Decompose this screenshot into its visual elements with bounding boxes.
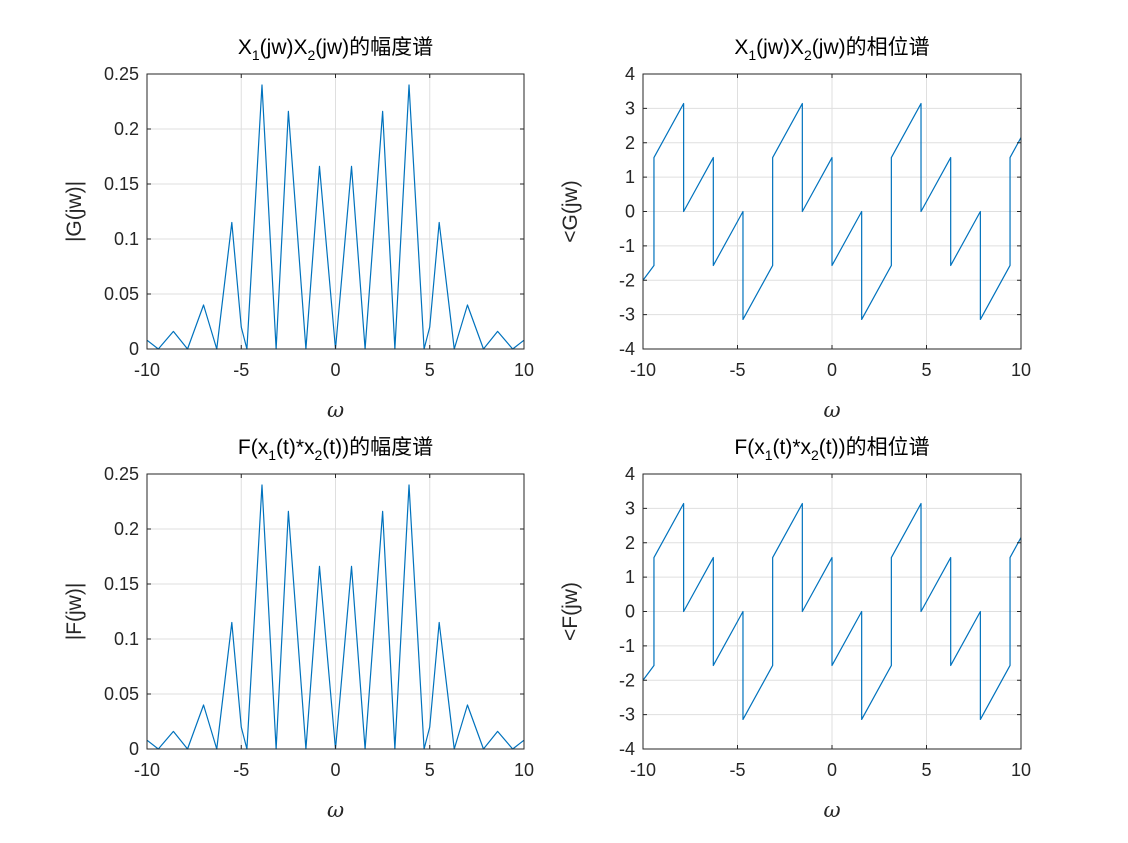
series-line <box>642 502 1022 721</box>
title-subscript: 2 <box>308 47 316 63</box>
title-text: (t)*x <box>773 436 812 459</box>
title-text: X <box>238 36 252 59</box>
y-tick-label: 4 <box>625 64 635 84</box>
x-tick-label: 5 <box>921 760 931 780</box>
subplot-f-magnitude: -10 -5 0 5 10 0 0.05 0.1 0.15 0.2 0.25 ω |F(jw)| F(x1… <box>63 436 534 822</box>
y-tick-label: 0.2 <box>114 119 139 139</box>
x-axis-label: ω <box>327 398 344 422</box>
y-tick-label: -1 <box>619 636 635 656</box>
y-axis-label: <G(jw) <box>559 180 582 242</box>
y-tick-label: 0 <box>625 602 635 622</box>
x-tick-label: 5 <box>425 760 435 780</box>
y-axis-label: |G(jw)| <box>63 181 86 242</box>
y-tick-label: 0.2 <box>114 519 139 539</box>
x-tick-label: 10 <box>1011 760 1031 780</box>
y-tick-label: 3 <box>625 98 635 118</box>
y-tick-label: 0 <box>625 202 635 222</box>
y-tick-label: -2 <box>619 670 635 690</box>
x-tick-label: -10 <box>630 360 656 380</box>
x-tick-label: -5 <box>729 360 745 380</box>
x-tick-label: -10 <box>134 360 160 380</box>
y-tick-label: 0.05 <box>104 284 139 304</box>
subplot-g-magnitude: -10 -5 0 5 1000.050.10.150.20.25ω|G(jw)|X1(j… <box>63 36 534 422</box>
chart-title: F(x1(t)*x2(t))的幅度谱 <box>238 436 433 463</box>
title-text: F(x <box>734 436 765 459</box>
y-tick-label: -4 <box>619 739 635 759</box>
x-tick-label: -5 <box>233 760 249 780</box>
y-tick-label: 0.15 <box>104 174 139 194</box>
y-tick-label: 3 <box>625 498 635 518</box>
y-tick-label: -1 <box>619 236 635 256</box>
x-axis-label: ω <box>327 798 344 822</box>
x-tick-label: 10 <box>514 760 534 780</box>
y-tick-label: 0 <box>129 339 139 359</box>
title-text: F(x <box>238 436 269 459</box>
x-tick-label: 10 <box>514 360 534 380</box>
y-tick-label: 0.25 <box>104 64 139 84</box>
x-tick-label: -10 <box>630 760 656 780</box>
chart-title: X1(jw)X2(jw)的相位谱 <box>734 36 929 63</box>
chart-title: F(x1(t)*x2(t))的相位谱 <box>734 436 929 463</box>
title-text: (jw)的幅度谱 <box>315 36 433 59</box>
y-tick-label: 0.15 <box>104 574 139 594</box>
y-tick-label: 0 <box>129 739 139 759</box>
y-tick-label: 2 <box>625 133 635 153</box>
subplot-g-phase: -10 -5 0 5 10-4-3-2-101234ω<G(jw)X1(jw)X2(jw… <box>559 36 1031 422</box>
y-tick-label: 0.1 <box>114 229 139 249</box>
x-tick-label: 0 <box>827 360 837 380</box>
y-tick-label: -4 <box>619 339 635 359</box>
title-text: X <box>734 36 748 59</box>
title-text: (t))的相位谱 <box>819 436 930 459</box>
x-axis-label: ω <box>823 798 840 822</box>
title-text: (t))的幅度谱 <box>322 436 433 459</box>
y-tick-label: -3 <box>619 705 635 725</box>
title-text: (jw)X <box>756 36 804 59</box>
title-text: (jw)的相位谱 <box>812 36 930 59</box>
title-subscript: 2 <box>315 447 323 463</box>
x-tick-label: 0 <box>827 760 837 780</box>
title-subscript: 1 <box>268 447 276 463</box>
series-line <box>642 102 1022 321</box>
x-tick-label: -10 <box>134 760 160 780</box>
y-axis-label: |F(jw)| <box>63 583 86 641</box>
x-tick-label: -5 <box>233 360 249 380</box>
x-tick-label: 5 <box>425 360 435 380</box>
y-tick-label: 0.05 <box>104 684 139 704</box>
title-subscript: 1 <box>748 47 756 63</box>
title-subscript: 2 <box>811 447 819 463</box>
title-text: (t)*x <box>276 436 315 459</box>
x-tick-label: 10 <box>1011 360 1031 380</box>
x-tick-label: 0 <box>330 360 340 380</box>
y-tick-label: 1 <box>625 167 635 187</box>
x-tick-label: -5 <box>729 760 745 780</box>
title-text: (jw)X <box>260 36 308 59</box>
y-tick-label: 4 <box>625 464 635 484</box>
x-axis-label: ω <box>823 398 840 422</box>
y-axis-label: <F(jw) <box>559 582 582 641</box>
x-tick-label: 5 <box>921 360 931 380</box>
y-tick-label: 0.1 <box>114 629 139 649</box>
y-tick-label: 0.25 <box>104 464 139 484</box>
chart-title: X1(jw)X2(jw)的幅度谱 <box>238 36 433 63</box>
y-tick-label: 2 <box>625 533 635 553</box>
y-tick-label: 1 <box>625 567 635 587</box>
y-tick-label: -3 <box>619 305 635 325</box>
y-tick-label: -2 <box>619 270 635 290</box>
x-tick-label: 0 <box>330 760 340 780</box>
title-subscript: 1 <box>252 47 260 63</box>
subplot-f-phase: -10 -5 0 5 10-4-3-2-101234ω<F(jw)F(x1(t)*x2(… <box>559 436 1031 822</box>
title-subscript: 2 <box>804 47 812 63</box>
title-subscript: 1 <box>765 447 773 463</box>
